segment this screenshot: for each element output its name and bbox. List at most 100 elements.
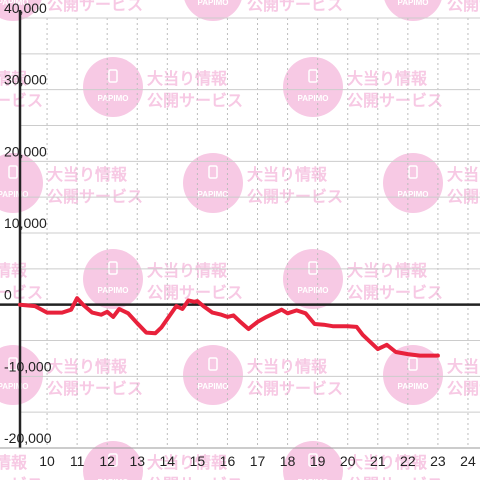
watermark-line1: 大当り情報 bbox=[147, 453, 228, 472]
x-tick-label: 18 bbox=[280, 453, 296, 469]
watermark-line1: 大当り情報 bbox=[447, 165, 480, 184]
watermark-line1: 大当り情報 bbox=[247, 357, 328, 376]
phone-icon bbox=[8, 357, 18, 371]
watermark-line2: 公開サービス bbox=[347, 283, 443, 302]
x-tick-label: 15 bbox=[190, 453, 206, 469]
x-tick-label: 12 bbox=[99, 453, 115, 469]
x-tick-label: 19 bbox=[310, 453, 326, 469]
watermark-badge-text: PAPIMO bbox=[198, 382, 229, 391]
papimo-logo-badge bbox=[384, 0, 442, 21]
watermark-line1: 大当り情報 bbox=[47, 357, 128, 376]
watermark-line1: 大当り情報 bbox=[147, 69, 228, 88]
watermark-badge-text: PAPIMO bbox=[398, 382, 429, 391]
x-tick-label: 17 bbox=[250, 453, 266, 469]
y-tick-label: 40,000 bbox=[4, 0, 47, 16]
watermark-line2: 公開サービス bbox=[147, 283, 243, 302]
watermark-line2: 公開サービス bbox=[0, 283, 43, 302]
phone-icon bbox=[208, 357, 218, 371]
papimo-logo-badge bbox=[83, 249, 143, 309]
watermark-line2: 公開サービス bbox=[247, 0, 343, 14]
phone-icon bbox=[308, 453, 318, 467]
y-tick-label: 20,000 bbox=[4, 143, 47, 159]
phone-icon bbox=[208, 165, 218, 179]
x-tick-label: 13 bbox=[129, 453, 145, 469]
papimo-logo-badge bbox=[283, 249, 343, 309]
papimo-logo-badge bbox=[283, 57, 343, 117]
papimo-logo-badge bbox=[183, 153, 243, 213]
watermark-line1: 大当り情報 bbox=[147, 261, 228, 280]
phone-icon bbox=[108, 261, 118, 275]
watermark-line2: 公開サービス bbox=[447, 187, 480, 206]
y-tick-label: 30,000 bbox=[4, 72, 47, 88]
series-layer bbox=[18, 296, 440, 358]
watermark-badge-text: PAPIMO bbox=[98, 286, 129, 295]
x-tick-label: 21 bbox=[370, 453, 386, 469]
watermark-line2: 公開サービス bbox=[147, 475, 243, 480]
watermark-line2: 公開サービス bbox=[147, 91, 243, 110]
papimo-logo-badge bbox=[83, 57, 143, 117]
watermark-badge-text: PAPIMO bbox=[298, 94, 329, 103]
phone-icon bbox=[308, 261, 318, 275]
phone-icon bbox=[8, 165, 18, 179]
phone-icon bbox=[308, 69, 318, 83]
x-tick-label: 11 bbox=[70, 453, 85, 469]
grid bbox=[20, 17, 480, 449]
x-tick-label: 23 bbox=[430, 453, 446, 469]
watermark-line2: 公開サービス bbox=[247, 187, 343, 206]
y-tick-label: 0 bbox=[4, 287, 12, 303]
watermark-badge-text: PAPIMO bbox=[0, 190, 28, 199]
watermark-badge-text: PAPIMO bbox=[298, 286, 329, 295]
phone-icon bbox=[408, 357, 418, 371]
watermark-line1: 大当り情報 bbox=[0, 453, 28, 472]
watermark-line1: 大当り情報 bbox=[47, 165, 128, 184]
watermark-line2: 公開サービス bbox=[347, 91, 443, 110]
watermark-line1: 大当り情報 bbox=[347, 261, 428, 280]
papimo-logo-badge bbox=[383, 153, 443, 213]
watermark-line2: 公開サービス bbox=[0, 91, 43, 110]
x-tick-label: 16 bbox=[220, 453, 236, 469]
y-tick-label: -20,000 bbox=[4, 430, 52, 446]
papimo-logo-badge bbox=[183, 345, 243, 405]
watermark-line2: 公開サービス bbox=[47, 0, 143, 14]
tick-labels: -20,000 -10,000 0 10,000 20,000 30,000 40,000 1… bbox=[4, 0, 476, 469]
phone-icon bbox=[108, 453, 118, 467]
watermark-badge-text: PAPIMO bbox=[0, 0, 28, 7]
watermark-line1: 大当り情報 bbox=[347, 453, 428, 472]
watermark-line2: 公開サービス bbox=[47, 187, 143, 206]
watermark-badge-text: PAPIMO bbox=[98, 94, 129, 103]
papimo-logo-badge bbox=[83, 441, 143, 480]
watermark-line2: 公開サービス bbox=[447, 379, 480, 398]
x-tick-label: 22 bbox=[400, 453, 416, 469]
papimo-logo-badge bbox=[0, 153, 43, 213]
watermark-badge-text: PAPIMO bbox=[298, 478, 329, 480]
phone-icon bbox=[108, 69, 118, 83]
watermark-line1: 大当り情報 bbox=[347, 69, 428, 88]
watermark-line2: 公開サービス bbox=[247, 379, 343, 398]
watermark-badge-text: PAPIMO bbox=[198, 190, 229, 199]
x-tick-label: 14 bbox=[160, 453, 176, 469]
watermark-badge-text: PAPIMO bbox=[0, 382, 28, 391]
x-tick-label: 24 bbox=[460, 453, 476, 469]
watermark-line1: 大当り情報 bbox=[447, 357, 480, 376]
watermark-line2: 公開サービス bbox=[447, 0, 480, 14]
watermark-line2: 公開サービス bbox=[47, 379, 143, 398]
papimo-logo-badge bbox=[184, 0, 242, 21]
watermark-badge-text: PAPIMO bbox=[98, 478, 129, 480]
y-tick-label: 10,000 bbox=[4, 215, 47, 231]
phone-icon bbox=[408, 165, 418, 179]
x-tick-label: 10 bbox=[39, 453, 55, 469]
